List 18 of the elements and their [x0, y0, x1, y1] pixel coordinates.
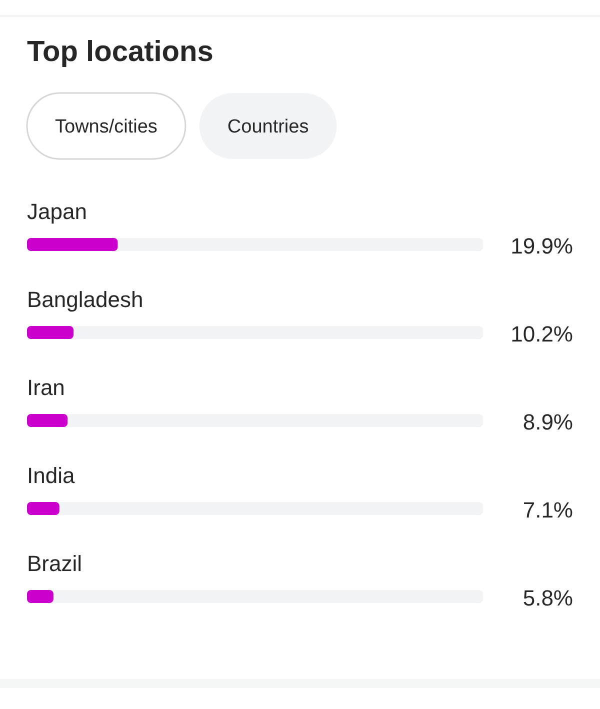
- bar: [27, 326, 74, 339]
- chart-title: Top locations: [27, 36, 214, 68]
- y-tick-label: Bangladesh: [27, 287, 144, 312]
- data-label: 5.8%: [522, 586, 573, 611]
- bar: [27, 590, 54, 603]
- bar: [27, 238, 118, 251]
- bar: [27, 502, 60, 515]
- y-tick-label: Brazil: [27, 551, 82, 576]
- text: Towns/cities: [55, 116, 158, 138]
- data-label: 7.1%: [522, 498, 573, 523]
- data-label: 10.2%: [510, 322, 573, 347]
- y-tick-label: India: [27, 463, 76, 488]
- y-tick-label: Iran: [27, 375, 65, 400]
- data-label: 8.9%: [522, 410, 573, 435]
- bar: [27, 414, 68, 427]
- text: Countries: [227, 116, 309, 138]
- data-label: 19.9%: [510, 234, 573, 259]
- y-tick-label: Japan: [27, 199, 87, 224]
